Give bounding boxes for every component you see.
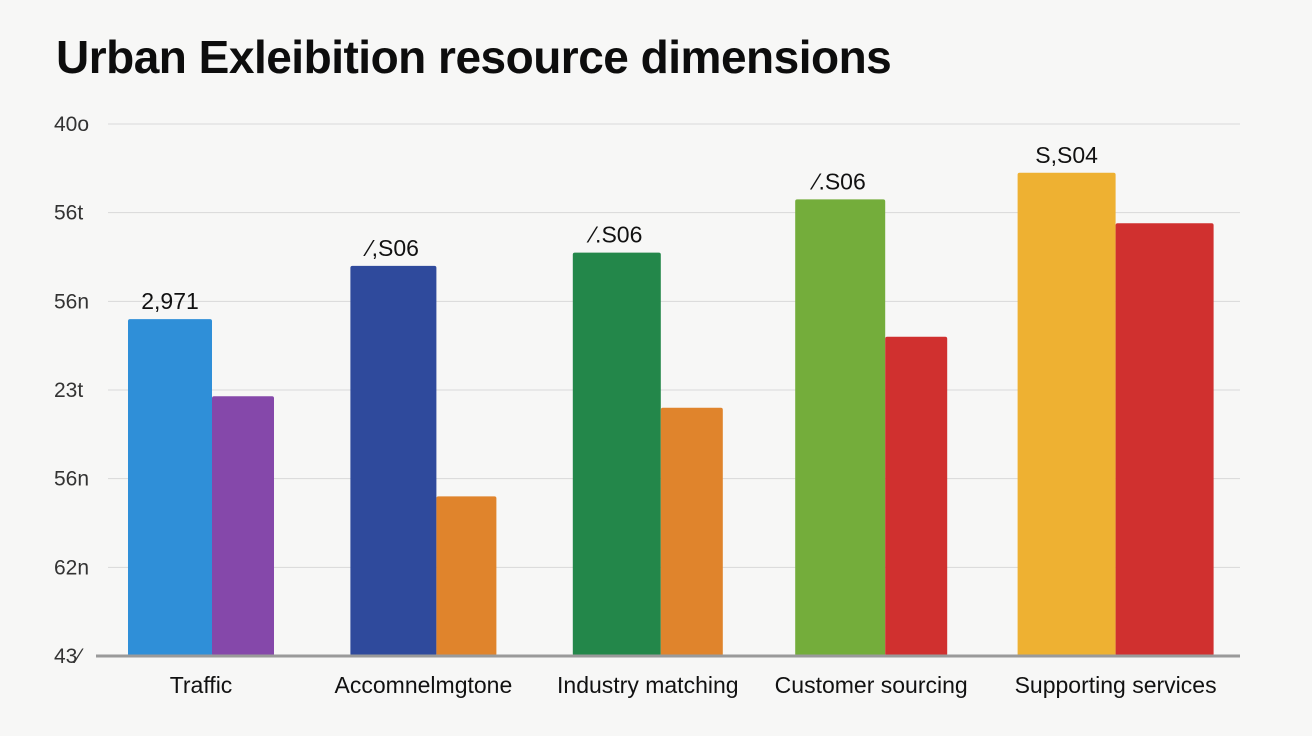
x-category-label: Supporting services — [1015, 672, 1217, 698]
data-label: ⁄.S06 — [810, 168, 866, 194]
bar-secondary — [436, 496, 497, 656]
bar-secondary — [1115, 223, 1214, 656]
data-label: ⁄,S06 — [363, 235, 419, 261]
bar-secondary — [660, 407, 723, 656]
bar-primary — [572, 252, 661, 657]
x-category-label: Accomnelmgtone — [335, 672, 513, 698]
y-tick-label: 56t — [54, 202, 83, 225]
x-category-label: Customer sourcing — [775, 672, 968, 698]
bar-secondary — [885, 336, 948, 656]
data-label: S,S04 — [1035, 142, 1098, 168]
y-tick-label: 62n — [54, 556, 89, 579]
bar-secondary — [212, 396, 274, 656]
bar-primary — [128, 319, 212, 656]
x-category-label: Traffic — [170, 672, 233, 698]
y-tick-label: 56n — [54, 468, 89, 491]
y-tick-label: 56n — [54, 290, 89, 313]
y-tick-label: 43⁄ — [54, 645, 84, 668]
chart-title: Urban Exleibition resource dimensions — [56, 31, 892, 83]
data-label: ⁄.S06 — [586, 222, 642, 248]
y-tick-label: 40o — [54, 113, 89, 136]
x-category-label: Industry matching — [557, 672, 739, 698]
data-label: 2,971 — [141, 288, 199, 314]
bar-primary — [1017, 172, 1116, 656]
y-tick-label: 23t — [54, 379, 83, 402]
bar-primary — [795, 199, 886, 656]
bar-primary — [350, 265, 437, 656]
